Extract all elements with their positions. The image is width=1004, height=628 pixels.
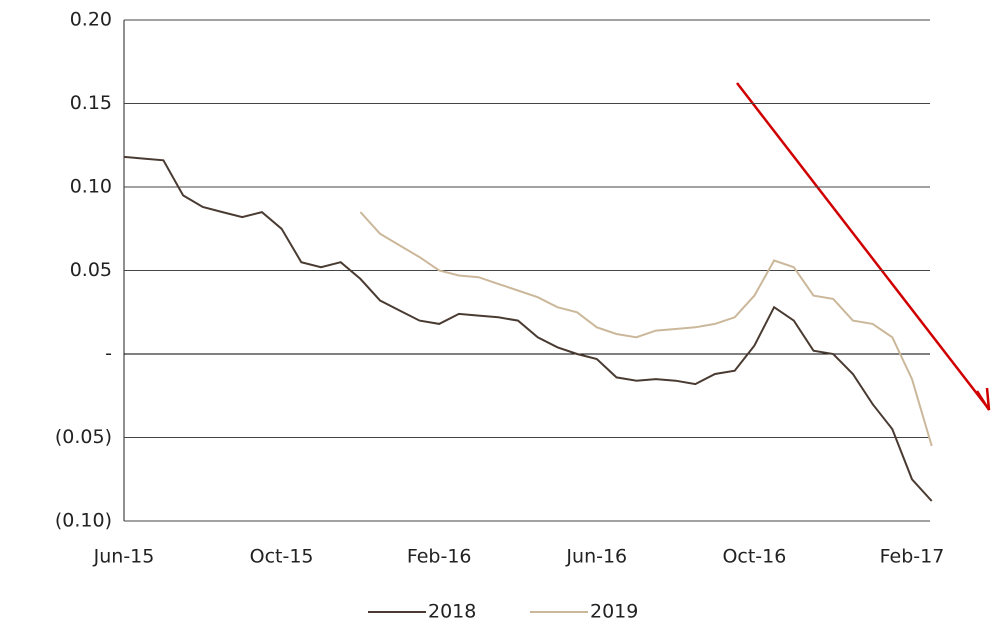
series-line: [123, 155, 933, 502]
annotation-arrow: [736, 82, 991, 411]
x-tick-label: Oct-16: [722, 546, 786, 568]
series-line: [359, 211, 933, 447]
arrow-head: [975, 387, 991, 411]
y-tick-label: 0.05: [70, 259, 112, 281]
x-tick-label: Jun-16: [565, 546, 627, 568]
y-tick-label: (0.05): [55, 426, 112, 448]
y-tick-label: 0.20: [70, 9, 112, 31]
y-tick-label: (0.10): [55, 510, 112, 532]
x-tick-label: Jun-15: [93, 546, 155, 568]
arrow-shaft: [736, 82, 989, 409]
y-tick-label: 0.15: [70, 92, 112, 114]
y-tick-label: -: [105, 343, 112, 365]
y-tick-label: 0.10: [70, 176, 112, 198]
x-tick-label: Feb-17: [880, 546, 945, 568]
x-tick-label: Oct-15: [250, 546, 314, 568]
legend-label: 2019: [590, 601, 638, 623]
x-tick-label: Feb-16: [407, 546, 472, 568]
legend-label: 2018: [428, 601, 476, 623]
